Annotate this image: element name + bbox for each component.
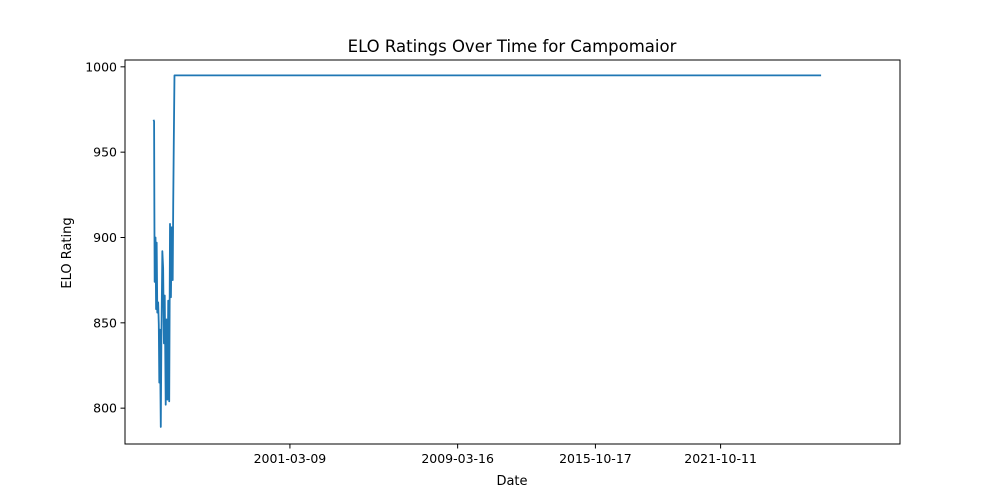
plot-area [124,59,901,445]
y-tick-label: 950 [93,145,117,160]
x-tick-label: 2009-03-16 [421,451,494,466]
x-axis: 2001-03-09 2009-03-16 2015-10-17 2021-10-11 [254,444,757,466]
series-line-0 [152,74,822,428]
y-axis: 800 850 900 950 1000 [85,59,125,416]
chart-title: ELO Ratings Over Time for Campomaior [348,37,677,56]
y-tick-label: 800 [93,401,117,416]
x-tick-label: 2015-10-17 [559,451,632,466]
plot-frame [124,59,901,445]
y-tick-label: 1000 [85,59,117,74]
y-axis-label: ELO Rating [60,217,75,288]
x-axis-label: Date [496,474,527,489]
series-layer [152,74,822,428]
x-tick-label: 2001-03-09 [254,451,327,466]
y-tick-label: 850 [93,315,117,330]
x-tick-label: 2021-10-11 [684,451,757,466]
y-tick-label: 900 [93,230,117,245]
